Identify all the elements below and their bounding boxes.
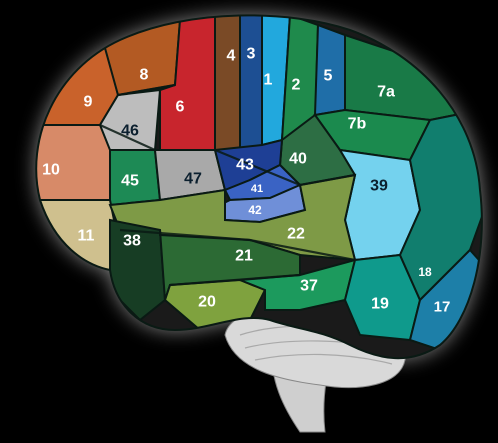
label-area-17: 17 bbox=[434, 299, 451, 316]
label-area-39: 39 bbox=[370, 178, 388, 195]
label-area-22: 22 bbox=[287, 226, 305, 243]
area-4-region bbox=[214, 15, 241, 157]
label-area-38: 38 bbox=[123, 233, 141, 250]
label-area-7a: 7a bbox=[377, 84, 395, 101]
label-area-18: 18 bbox=[418, 265, 432, 279]
label-area-41: 41 bbox=[251, 183, 263, 195]
label-area-43: 43 bbox=[236, 157, 254, 174]
label-area-5: 5 bbox=[324, 68, 333, 85]
label-area-46: 46 bbox=[121, 123, 139, 140]
label-area-40: 40 bbox=[289, 151, 307, 168]
area-37-region bbox=[239, 258, 357, 311]
label-area-11: 11 bbox=[78, 228, 95, 245]
label-area-45: 45 bbox=[121, 173, 139, 190]
area-labels: 9 8 6 4 3 1 2 5 7a 7b 46 10 45 47 43 41 … bbox=[42, 46, 450, 316]
label-area-19: 19 bbox=[371, 296, 389, 313]
label-area-42: 42 bbox=[248, 203, 262, 217]
label-area-9: 9 bbox=[84, 94, 93, 111]
area-7a-region bbox=[344, 33, 482, 122]
area-9-region bbox=[36, 39, 120, 126]
label-area-8: 8 bbox=[140, 67, 149, 84]
area-3-region bbox=[239, 15, 263, 157]
label-area-6: 6 bbox=[176, 99, 185, 116]
sulcus-lines bbox=[99, 83, 356, 287]
label-area-4: 4 bbox=[227, 48, 236, 65]
label-area-21: 21 bbox=[235, 248, 253, 265]
label-area-37: 37 bbox=[300, 278, 318, 295]
label-area-3: 3 bbox=[247, 46, 256, 63]
brain-outline bbox=[35, 14, 483, 360]
label-area-10: 10 bbox=[42, 162, 60, 179]
label-area-1: 1 bbox=[264, 72, 273, 89]
label-area-2: 2 bbox=[292, 77, 301, 94]
label-area-7b: 7b bbox=[348, 116, 367, 133]
label-area-47: 47 bbox=[184, 171, 202, 188]
label-area-20: 20 bbox=[198, 294, 216, 311]
area-46-region bbox=[98, 88, 162, 151]
